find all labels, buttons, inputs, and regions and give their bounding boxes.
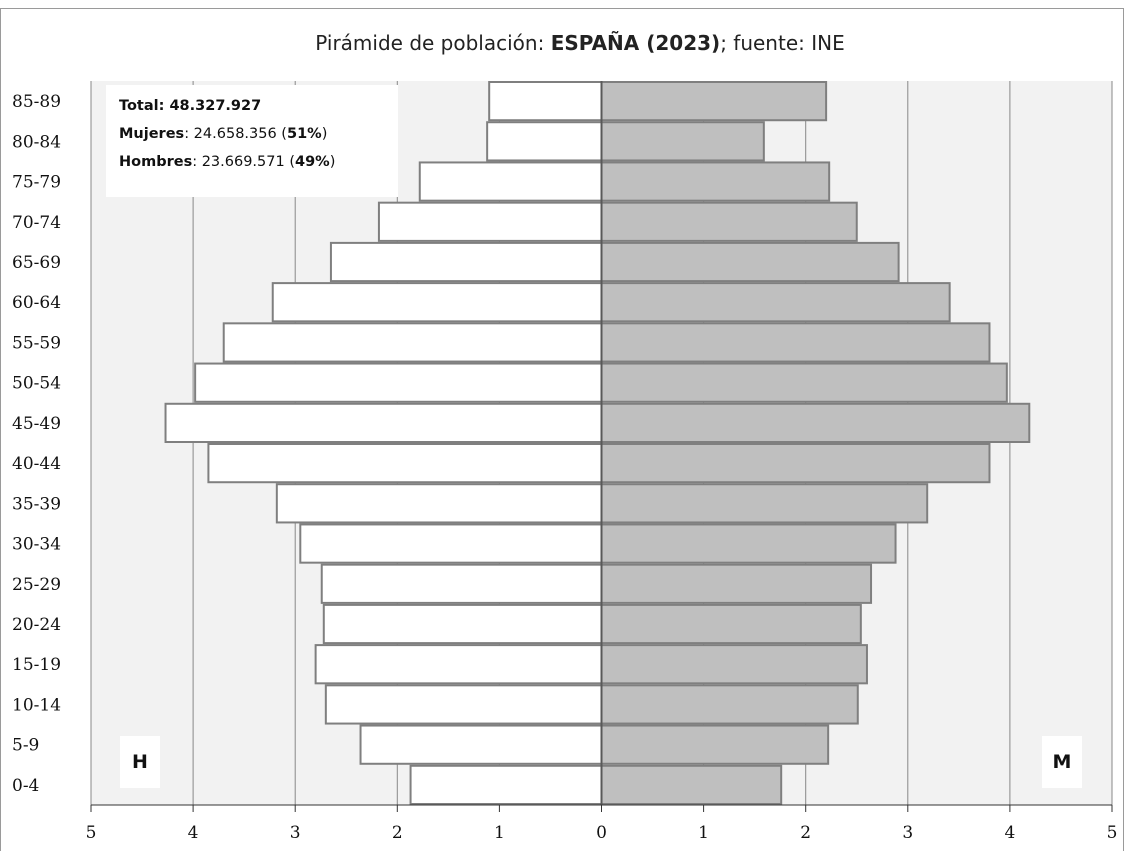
left-corner-badge: H <box>120 736 160 788</box>
bar-female-70-74 <box>600 201 858 242</box>
stats-women-close: ) <box>322 126 328 142</box>
y-tick-label: 50-54 <box>12 374 61 394</box>
stats-total: Total: 48.327.927 <box>119 98 261 114</box>
chart-title-prefix: Pirámide de población: <box>315 31 550 55</box>
y-tick-label: 35-39 <box>12 494 61 514</box>
y-tick-label: 40-44 <box>12 454 61 474</box>
bar-male-45-49 <box>164 402 603 443</box>
y-tick-label: 55-59 <box>12 333 61 353</box>
bar-male-35-39 <box>275 483 603 524</box>
right-corner-badge: M <box>1042 736 1082 788</box>
stats-men-label: Hombres <box>119 154 192 170</box>
stats-men-pct: 49% <box>295 154 330 170</box>
x-tick-label: 5 <box>1107 823 1118 843</box>
y-tick-label: 10-14 <box>12 695 61 715</box>
y-tick-label: 60-64 <box>12 293 61 313</box>
bar-male-30-34 <box>299 523 603 564</box>
y-tick-label: 25-29 <box>12 575 61 595</box>
stats-women: Mujeres: 24.658.356 (51%) <box>119 126 327 142</box>
stats-box: Total: 48.327.927 Mujeres: 24.658.356 (5… <box>106 85 398 197</box>
y-tick-label: 5-9 <box>12 736 39 756</box>
bar-male-0-4 <box>409 764 603 805</box>
x-tick-label: 2 <box>392 823 403 843</box>
x-tick-label: 2 <box>800 823 811 843</box>
stats-men-close: ) <box>330 154 336 170</box>
y-tick-label: 45-49 <box>12 414 61 434</box>
bar-male-15-19 <box>314 644 603 685</box>
x-tick-label: 4 <box>1004 823 1015 843</box>
stats-men: Hombres: 23.669.571 (49%) <box>119 154 335 170</box>
right-corner-label: M <box>1053 751 1072 773</box>
stats-women-value: : 24.658.356 ( <box>184 126 287 142</box>
bar-male-60-64 <box>271 282 603 323</box>
bar-male-75-79 <box>418 161 603 202</box>
bar-male-85-89 <box>488 81 603 122</box>
y-tick-label: 30-34 <box>12 535 61 555</box>
left-corner-label: H <box>132 751 148 773</box>
bar-male-25-29 <box>320 563 603 604</box>
bar-male-80-84 <box>486 121 603 162</box>
gridlines <box>90 81 1113 805</box>
x-axis-ticks: 5 4 3 2 1 0 1 2 3 4 5 <box>86 804 1118 843</box>
y-tick-label: 15-19 <box>12 655 61 675</box>
bar-female-15-19 <box>600 644 868 685</box>
bar-female-75-79 <box>600 161 831 202</box>
y-tick-label: 0-4 <box>12 776 39 796</box>
bar-female-5-9 <box>600 724 830 765</box>
y-tick-label: 65-69 <box>12 253 61 273</box>
bar-male-55-59 <box>222 322 603 363</box>
bar-female-0-4 <box>600 764 783 805</box>
bar-female-55-59 <box>600 322 991 363</box>
chart-title-suffix: ; fuente: INE <box>720 31 845 55</box>
stats-women-pct: 51% <box>287 126 322 142</box>
bar-male-50-54 <box>194 362 603 403</box>
bar-female-50-54 <box>600 362 1008 403</box>
bar-male-65-69 <box>329 241 603 283</box>
bar-female-85-89 <box>600 81 828 122</box>
y-tick-label: 20-24 <box>12 615 61 635</box>
stats-men-value: : 23.669.571 ( <box>192 154 295 170</box>
x-tick-label: 4 <box>188 823 199 843</box>
y-tick-label: 70-74 <box>12 213 61 233</box>
bar-female-65-69 <box>600 241 900 283</box>
bar-female-20-24 <box>600 603 862 645</box>
x-tick-label: 1 <box>698 823 709 843</box>
y-tick-label: 80-84 <box>12 132 61 152</box>
bar-female-25-29 <box>600 563 873 604</box>
bar-male-20-24 <box>322 603 603 645</box>
bar-female-35-39 <box>600 483 929 524</box>
stats-women-label: Mujeres <box>119 126 184 142</box>
x-tick-label: 3 <box>902 823 913 843</box>
chart-frame <box>0 8 1124 851</box>
bar-male-10-14 <box>324 684 603 725</box>
bar-female-10-14 <box>600 684 859 725</box>
bar-female-80-84 <box>600 121 765 162</box>
bar-male-40-44 <box>207 443 603 484</box>
x-tick-label: 0 <box>596 823 607 843</box>
y-axis-ticks: 0-4 5-9 10-14 15-19 20-24 25-29 30-34 35-39 40-4… <box>12 92 61 796</box>
bar-female-30-34 <box>600 523 897 564</box>
chart-title: Pirámide de población: ESPAÑA (2023); fu… <box>315 31 844 55</box>
chart-title-country: ESPAÑA (2023) <box>551 31 721 55</box>
bar-male-5-9 <box>359 724 603 765</box>
bar-female-40-44 <box>600 443 991 484</box>
y-tick-label: 75-79 <box>12 173 61 193</box>
stats-total-label: Total: <box>119 98 169 114</box>
bars <box>164 81 1031 805</box>
x-tick-label: 5 <box>86 823 97 843</box>
bar-male-70-74 <box>377 201 603 242</box>
y-tick-label: 85-89 <box>12 92 61 112</box>
x-tick-label: 1 <box>494 823 505 843</box>
stats-total-value: 48.327.927 <box>169 98 261 114</box>
x-tick-label: 3 <box>290 823 301 843</box>
bar-female-45-49 <box>600 402 1031 443</box>
bar-female-60-64 <box>600 282 951 323</box>
